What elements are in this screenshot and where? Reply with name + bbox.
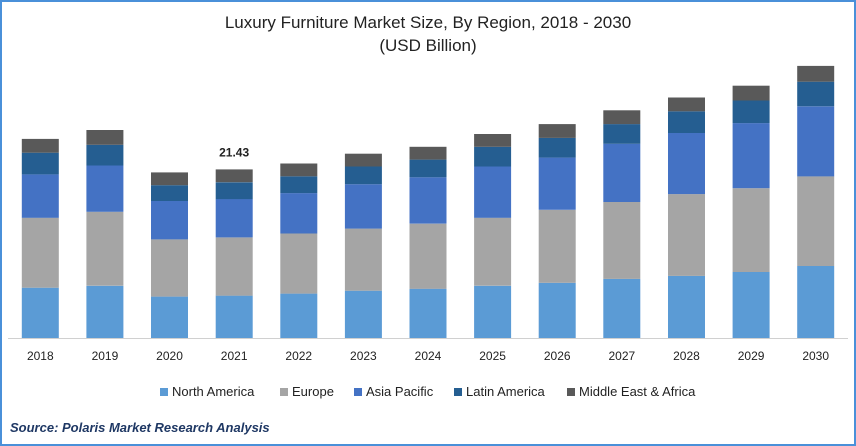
x-tick-label-2020: 2020 [156,349,183,363]
bar-segment-2020-4 [151,172,188,186]
bar-segment-2030-2 [797,106,835,177]
bar-segment-2026-4 [538,124,576,138]
legend-label-2: Asia Pacific [366,384,434,399]
legend-label-0: North America [172,384,255,399]
x-tick-label-2026: 2026 [544,349,571,363]
bar-segment-2024-4 [409,146,447,160]
bar-segment-2028-2 [668,133,705,195]
bar-segment-2023-1 [344,228,382,291]
bar-segment-2028-0 [668,275,705,338]
bar-segment-2023-4 [344,153,382,167]
bar-segment-2020-2 [151,201,188,240]
bar-segment-2022-2 [280,193,318,234]
bar-segment-2026-0 [538,282,576,338]
bar-segment-2020-3 [151,185,188,201]
legend-swatch-3 [454,388,462,396]
bar-segment-2021-0 [215,295,253,338]
bar-segment-2022-1 [280,233,318,294]
x-tick-label-2028: 2028 [673,349,700,363]
x-tick-label-2030: 2030 [802,349,829,363]
bar-segment-2025-0 [474,285,512,338]
bar-segment-2024-1 [409,223,447,289]
bar-segment-2029-3 [732,100,770,124]
bar-segment-2018-0 [21,287,59,338]
x-tick-label-2022: 2022 [285,349,312,363]
x-tick-label-2027: 2027 [608,349,635,363]
bar-segment-2022-4 [280,163,318,177]
bar-segment-2022-3 [280,176,318,194]
bar-segment-2019-1 [86,211,124,286]
bar-segment-2025-2 [474,166,512,218]
bar-segment-2021-1 [215,237,253,296]
bar-segment-2020-0 [151,296,188,338]
bar-segment-2018-2 [21,174,59,218]
x-tick-label-2019: 2019 [92,349,119,363]
legend-swatch-1 [280,388,288,396]
x-tick-label-2024: 2024 [415,349,442,363]
legend-label-3: Latin America [466,384,546,399]
legend-swatch-0 [160,388,168,396]
bar-segment-2025-1 [474,217,512,286]
bar-segment-2023-3 [344,166,382,185]
bar-segment-2018-1 [21,217,59,288]
bar-segment-2025-4 [474,134,512,147]
bar-segment-2026-3 [538,137,576,158]
bar-segment-2022-0 [280,293,318,338]
bar-segment-2030-3 [797,81,835,107]
bar-segment-2030-1 [797,176,835,266]
bar-segment-2029-1 [732,188,770,272]
x-tick-label-2023: 2023 [350,349,377,363]
chart-title: Luxury Furniture Market Size, By Region,… [224,13,632,32]
legend-label-4: Middle East & Africa [579,384,696,399]
bar-segment-2030-0 [797,266,835,338]
bar-segment-2026-1 [538,209,576,283]
bar-segment-2027-4 [603,110,641,125]
bar-segment-2025-3 [474,146,512,167]
bar-segment-2029-2 [732,123,770,189]
x-tick-label-2018: 2018 [27,349,54,363]
bar-segment-2027-3 [603,124,641,144]
legend-swatch-4 [567,388,575,396]
legend-swatch-2 [354,388,362,396]
bar-segment-2029-4 [732,85,770,101]
bar-segment-2021-3 [215,182,253,200]
bar-segment-2021-2 [215,199,253,238]
bar-segment-2018-4 [21,138,59,153]
bar-segment-2029-0 [732,272,770,338]
bar-segment-2028-3 [668,111,705,133]
chart-subtitle: (USD Billion) [379,36,477,55]
bar-segment-2026-2 [538,157,576,210]
bar-segment-2024-3 [409,159,447,178]
bar-segment-2020-1 [151,239,188,297]
bar-segment-2023-0 [344,290,382,338]
bar-segment-2023-2 [344,184,382,229]
bar-segment-2028-1 [668,194,705,276]
bar-segment-2019-2 [86,165,124,212]
source-note: Source: Polaris Market Research Analysis [10,420,270,435]
x-tick-label-2029: 2029 [738,349,765,363]
bar-segment-2019-3 [86,144,124,166]
bar-segment-2018-3 [21,152,59,175]
bar-segment-2019-4 [86,130,124,145]
x-tick-label-2021: 2021 [221,349,248,363]
bar-segment-2027-2 [603,143,641,202]
bar-segment-2024-0 [409,288,447,338]
x-tick-label-2025: 2025 [479,349,506,363]
bar-segment-2028-4 [668,97,705,112]
bar-segment-2019-0 [86,285,124,338]
bar-segment-2021-4 [215,169,253,183]
bar-segment-2027-0 [603,278,641,338]
bar-segment-2030-4 [797,65,835,82]
data-label-2021: 21.43 [219,145,249,159]
bar-segment-2027-1 [603,202,641,279]
legend-label-1: Europe [292,384,334,399]
bar-segment-2024-2 [409,177,447,224]
